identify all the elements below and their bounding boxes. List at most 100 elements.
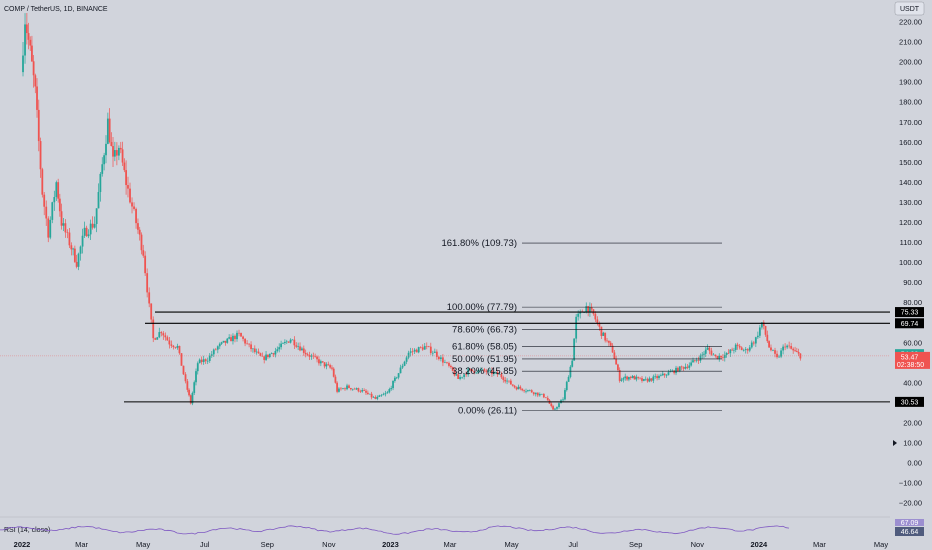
candle-body [105,143,107,156]
candle-body [47,218,50,238]
candle-body [77,253,80,267]
candle-body [569,366,572,378]
horizontal-line-label: 30.53 [901,399,919,406]
candle-body [119,147,122,150]
candle-body [380,395,383,396]
candle-body [283,341,286,344]
horizontal-line-label-box [895,396,924,407]
candle-body [409,351,412,353]
candle-body [342,388,344,389]
candle-body [374,397,377,399]
candle-body [318,359,320,364]
candle-body [661,373,664,376]
candle-body [604,332,607,341]
candle-body [382,394,385,396]
candle-body [718,355,721,359]
candle-body [727,352,730,354]
candle-body [108,118,111,142]
candle-body [448,362,450,366]
candle-body [684,366,687,369]
candle-body [196,363,199,372]
candle-body [695,360,698,361]
candle-body [334,376,337,383]
candle-body [91,223,94,228]
candle-body [792,348,795,351]
candle-body [748,347,751,351]
candle-body [446,362,448,363]
candle-body [492,372,495,375]
candle-body [550,403,553,407]
y-tick-label: 200.00 [899,58,922,67]
candle-body [528,390,531,391]
time-axis[interactable]: 2022 Mar May Jul Sep Nov 2023 Mar May Jul Sep Nov 20… [14,540,889,549]
fib-level-label: 38.20% (45.85) [452,366,517,377]
candle-body [706,347,709,350]
candle-body [606,340,608,342]
candle-body [710,350,713,355]
candle-body [659,375,662,376]
candle-body [208,355,211,361]
y-tick-label: 190.00 [899,78,922,87]
currency-box[interactable] [894,1,925,16]
candle-body [68,232,71,246]
candle-body [24,24,26,56]
candle-body [170,344,173,346]
y-tick-label: 100.00 [899,258,922,267]
candle-body [725,352,728,355]
candle-body [85,227,88,237]
candle-body [359,391,362,392]
candle-body [736,344,739,346]
candle-body [577,313,580,317]
x-tick-label: Mar [444,540,457,549]
candle-body [150,303,153,320]
currency-label: USDT [900,6,920,13]
candle-body [255,351,258,353]
candle-body [268,353,271,358]
candle-body [230,337,232,342]
candle-body [658,375,660,379]
candle-body [752,342,755,344]
candle-body [361,390,364,392]
candle-body [348,385,350,388]
candle-body [498,374,501,375]
candle-body [325,364,328,367]
candle-body [135,208,137,224]
candle-body [66,232,69,233]
y-tick-label: 140.00 [899,178,922,187]
candle-body [178,345,181,354]
candle-body [722,357,724,359]
candle-body [346,385,348,390]
candle-body [93,224,96,228]
candle-body [795,351,798,352]
candle-body [768,341,770,348]
candle-body [125,170,127,186]
candle-body [270,353,273,354]
price-axis[interactable]: 220.00 210.00 200.00 190.00 180.00 170.00 160.… [890,0,932,550]
candle-body [485,370,488,372]
candle-body [680,366,683,368]
candle-body [403,361,406,366]
candle-body [573,338,576,361]
candle-body [220,342,223,344]
rsi-value-label: 46.64 [901,529,919,536]
candle-body [272,353,275,355]
candle-body [280,343,283,348]
candle-body [652,376,655,381]
candle-body [302,348,305,353]
candle-body [617,364,619,371]
x-tick-label: 2023 [382,540,399,549]
candle-body [731,349,734,351]
candle-body [686,366,689,368]
candle-body [306,354,309,356]
candle-body [734,344,737,350]
y-tick-label: 20.00 [903,419,922,428]
candle-body [282,343,284,344]
candle-body [160,332,163,334]
candle-body [648,378,651,382]
candle-body [89,223,92,235]
y-tick-label: 60.00 [903,338,922,347]
candle-body [641,378,643,381]
candle-body [351,388,354,390]
candle-body [479,369,482,371]
